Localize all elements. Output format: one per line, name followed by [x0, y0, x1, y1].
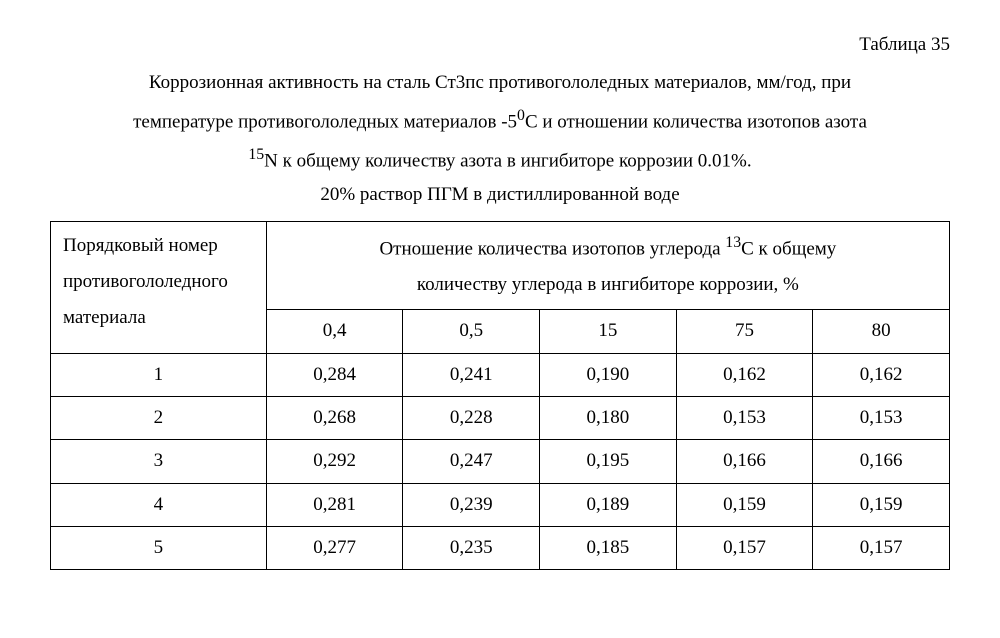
table-row: 3 0,292 0,247 0,195 0,166 0,166	[51, 440, 950, 483]
cell: 0,189	[540, 483, 677, 526]
header-text: Порядковый номер	[63, 235, 218, 256]
caption-sup: 0	[517, 107, 525, 124]
row-number: 5	[51, 527, 267, 570]
cell: 0,268	[266, 396, 403, 439]
row-number: 4	[51, 483, 267, 526]
col-header: 0,4	[266, 310, 403, 353]
caption-text: температуре противогололедных материалов…	[133, 111, 517, 132]
cell: 0,153	[813, 396, 950, 439]
cell: 0,235	[403, 527, 540, 570]
col-header: 80	[813, 310, 950, 353]
cell: 0,281	[266, 483, 403, 526]
col-header: 75	[676, 310, 813, 353]
table-row: 5 0,277 0,235 0,185 0,157 0,157	[51, 527, 950, 570]
cell: 0,195	[540, 440, 677, 483]
row-number: 1	[51, 353, 267, 396]
cell: 0,166	[676, 440, 813, 483]
cell: 0,190	[540, 353, 677, 396]
cell: 0,185	[540, 527, 677, 570]
cell: 0,153	[676, 396, 813, 439]
cell: 0,284	[266, 353, 403, 396]
header-rowhead: Порядковый номер противогололедного мате…	[51, 221, 267, 353]
header-text: количеству углерода в ингибиторе коррози…	[417, 274, 799, 295]
cell: 0,241	[403, 353, 540, 396]
header-text: Отношение количества изотопов углерода	[379, 238, 725, 259]
col-header: 0,5	[403, 310, 540, 353]
cell: 0,159	[676, 483, 813, 526]
table-number: Таблица 35	[50, 30, 950, 60]
row-number: 3	[51, 440, 267, 483]
cell: 0,159	[813, 483, 950, 526]
header-text: С к общему	[741, 238, 836, 259]
caption-sup: 15	[248, 146, 264, 163]
caption-text: N к общему количеству азота в ингибиторе…	[264, 150, 751, 171]
table-row: 4 0,281 0,239 0,189 0,159 0,159	[51, 483, 950, 526]
cell: 0,162	[676, 353, 813, 396]
data-table: Порядковый номер противогололедного мате…	[50, 221, 950, 571]
cell: 0,166	[813, 440, 950, 483]
cell: 0,277	[266, 527, 403, 570]
table-row: 1 0,284 0,241 0,190 0,162 0,162	[51, 353, 950, 396]
caption-line-4: 20% раствор ПГМ в дистиллированной воде	[50, 180, 950, 210]
header-sup: 13	[725, 234, 741, 251]
cell: 0,162	[813, 353, 950, 396]
cell: 0,157	[813, 527, 950, 570]
caption-line-1: Коррозионная активность на сталь Ст3пс п…	[50, 68, 950, 98]
col-header: 15	[540, 310, 677, 353]
caption-line-2: температуре противогололедных материалов…	[50, 103, 950, 138]
cell: 0,239	[403, 483, 540, 526]
cell: 0,180	[540, 396, 677, 439]
caption-line-3: 15N к общему количеству азота в ингибито…	[50, 142, 950, 177]
cell: 0,228	[403, 396, 540, 439]
table-row: 2 0,268 0,228 0,180 0,153 0,153	[51, 396, 950, 439]
header-group: Отношение количества изотопов углерода 1…	[266, 221, 949, 310]
header-text: противогололедного	[63, 271, 228, 292]
cell: 0,247	[403, 440, 540, 483]
row-number: 2	[51, 396, 267, 439]
header-text: материала	[63, 307, 146, 328]
cell: 0,292	[266, 440, 403, 483]
table-header-row: Порядковый номер противогололедного мате…	[51, 221, 950, 310]
cell: 0,157	[676, 527, 813, 570]
caption-text: С и отношении количества изотопов азота	[525, 111, 867, 132]
